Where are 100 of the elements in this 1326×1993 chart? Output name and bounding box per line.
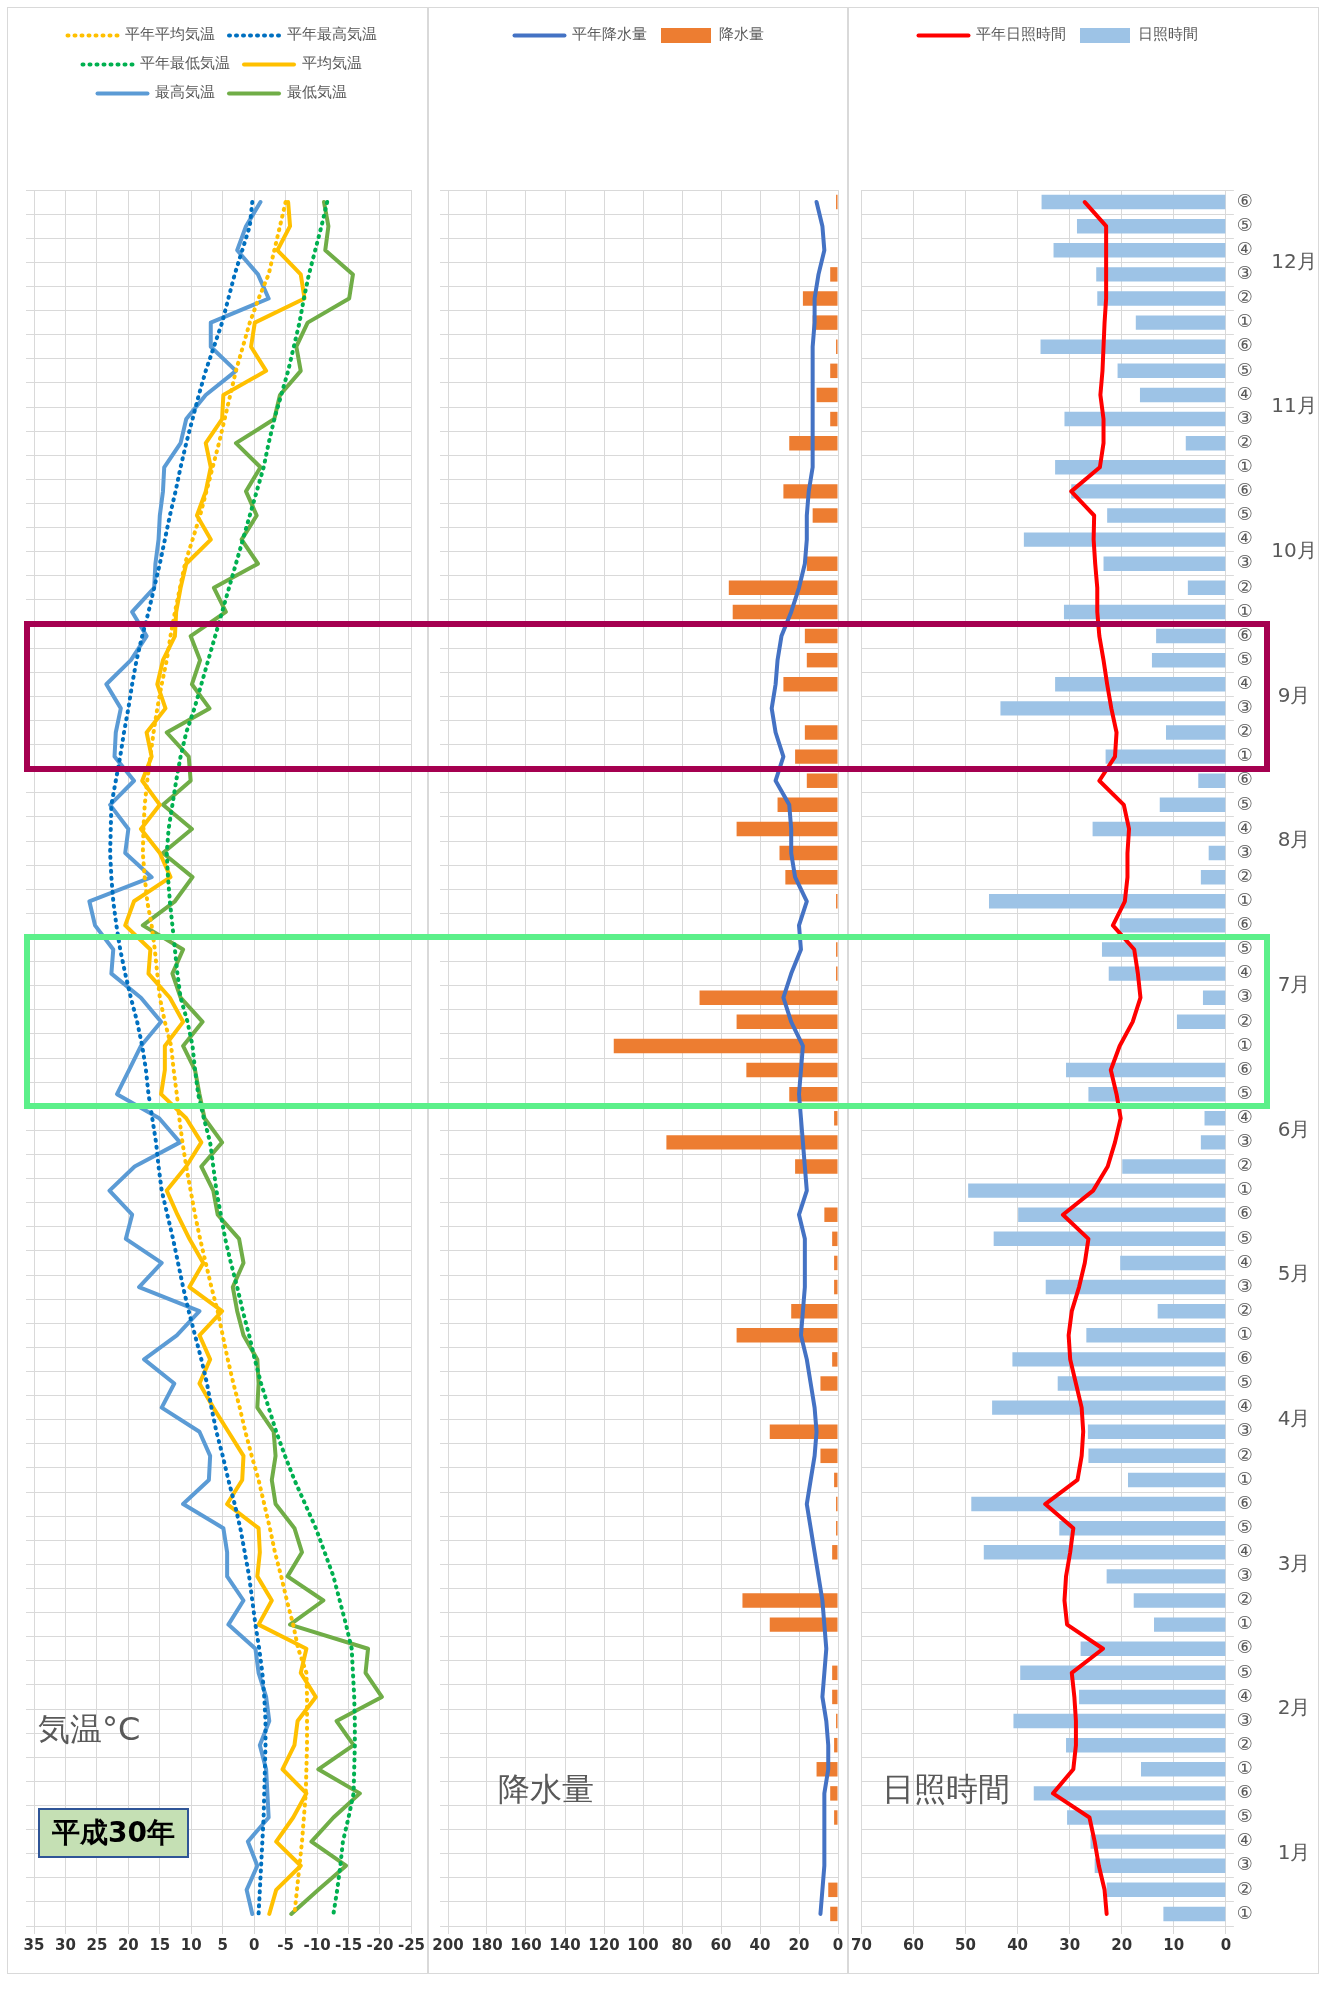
y-tick-label: ③ — [1236, 985, 1253, 1007]
bar — [1176, 1014, 1226, 1030]
x-tick-label: 5 — [217, 1935, 228, 1954]
legend-label: 平年最低気温 — [140, 54, 230, 73]
bar — [834, 1810, 838, 1825]
bar — [832, 1545, 838, 1560]
y-tick-label: ⑤ — [1236, 1371, 1253, 1393]
y-tick-label: ③ — [1236, 1130, 1253, 1152]
x-tick-label: 0 — [1220, 1935, 1232, 1954]
x-tick-label: 40 — [1007, 1935, 1029, 1954]
y-tick-label: ③ — [1236, 840, 1253, 862]
legend-label: 平年最高気温 — [286, 25, 377, 44]
bar — [1053, 243, 1226, 258]
bar — [736, 821, 838, 837]
y-tick-label: ⑤ — [1236, 213, 1253, 235]
bar — [988, 894, 1226, 909]
bar — [830, 1786, 838, 1801]
x-tick-label: 140 — [549, 1935, 581, 1954]
bar — [1202, 990, 1226, 1005]
bar — [1157, 1303, 1226, 1319]
bar — [812, 508, 838, 523]
bar — [1204, 1111, 1226, 1126]
bar — [834, 1255, 838, 1271]
bar — [1119, 918, 1226, 933]
bar — [1071, 484, 1226, 499]
bar — [1064, 411, 1226, 427]
bar — [1156, 628, 1226, 644]
bar — [1012, 1352, 1226, 1367]
x-tick-label: 20 — [788, 1935, 810, 1954]
y-tick-label: ⑥ — [1236, 479, 1253, 501]
bar — [820, 1448, 838, 1464]
y-tick-label: ⑥ — [1236, 1057, 1253, 1079]
bar — [1208, 845, 1226, 861]
bar — [1122, 1159, 1226, 1174]
bar — [824, 1207, 838, 1222]
bar — [1033, 1786, 1226, 1801]
bar — [1092, 821, 1226, 837]
y-tick-label: ① — [1236, 744, 1253, 766]
bar — [1163, 1906, 1226, 1922]
y-tick-label: ④ — [1236, 382, 1253, 404]
legend-label: 最高気温 — [155, 83, 215, 102]
bar — [1020, 1665, 1226, 1681]
x-tick-label: 40 — [749, 1935, 771, 1954]
bar — [1105, 749, 1226, 764]
x-tick-label: 0 — [832, 1935, 844, 1954]
bar — [1086, 1328, 1226, 1343]
y-tick-label: ① — [1236, 310, 1253, 332]
y-tick-label: ④ — [1236, 961, 1253, 983]
bar — [1040, 339, 1226, 354]
bar — [1096, 267, 1226, 282]
y-tick-label: ① — [1236, 599, 1253, 621]
bar — [769, 1617, 838, 1632]
text: 5月 — [1277, 1261, 1311, 1286]
y-tick-label: ⑥ — [1236, 1491, 1253, 1513]
bar — [1141, 1762, 1226, 1777]
x-tick-label: 50 — [955, 1935, 976, 1954]
legend-label: 最低気温 — [286, 83, 347, 102]
bar — [1120, 1255, 1226, 1271]
x-tick-label: 30 — [55, 1935, 76, 1954]
y-tick-label: ③ — [1236, 551, 1253, 573]
y-tick-label: ⑥ — [1236, 1347, 1253, 1369]
bar — [834, 1472, 838, 1488]
bar — [830, 267, 838, 282]
x-tick-label: 10 — [180, 1935, 202, 1954]
y-tick-label: ④ — [1236, 1829, 1253, 1851]
bar — [1067, 1810, 1226, 1825]
bar — [1135, 315, 1226, 330]
y-tick-label: ⑤ — [1236, 937, 1253, 959]
bar — [1151, 652, 1226, 668]
bar — [1101, 942, 1226, 957]
bar — [613, 1038, 838, 1054]
bar — [1107, 508, 1226, 523]
bar — [1097, 291, 1226, 306]
bar — [828, 1882, 838, 1898]
bar — [1066, 1062, 1226, 1078]
bar — [783, 677, 838, 692]
x-tick-label: 100 — [627, 1935, 659, 1954]
x-tick-label: 180 — [471, 1935, 503, 1954]
x-tick-label: 35 — [23, 1935, 45, 1954]
bar — [830, 1906, 838, 1922]
x-tick-label: -15 — [334, 1935, 363, 1954]
y-tick-label: ⑤ — [1236, 1805, 1253, 1827]
bar — [1088, 1448, 1226, 1464]
bar — [820, 1376, 838, 1391]
bar — [785, 869, 838, 885]
bar — [1045, 1279, 1226, 1295]
y-tick-label: ⑤ — [1236, 1515, 1253, 1537]
bar — [830, 363, 838, 379]
y-tick-label: ④ — [1236, 816, 1253, 838]
bar — [791, 1303, 838, 1319]
bar — [1139, 387, 1226, 403]
bar — [777, 797, 838, 813]
bar — [1103, 556, 1226, 571]
bar — [1018, 1207, 1226, 1222]
bar — [1023, 532, 1226, 547]
text: 11月 — [1271, 393, 1317, 418]
x-axis-title: 降水量 — [498, 1769, 594, 1810]
text: 10月 — [1271, 537, 1317, 562]
text: 2月 — [1277, 1695, 1311, 1720]
bar — [769, 1424, 838, 1439]
